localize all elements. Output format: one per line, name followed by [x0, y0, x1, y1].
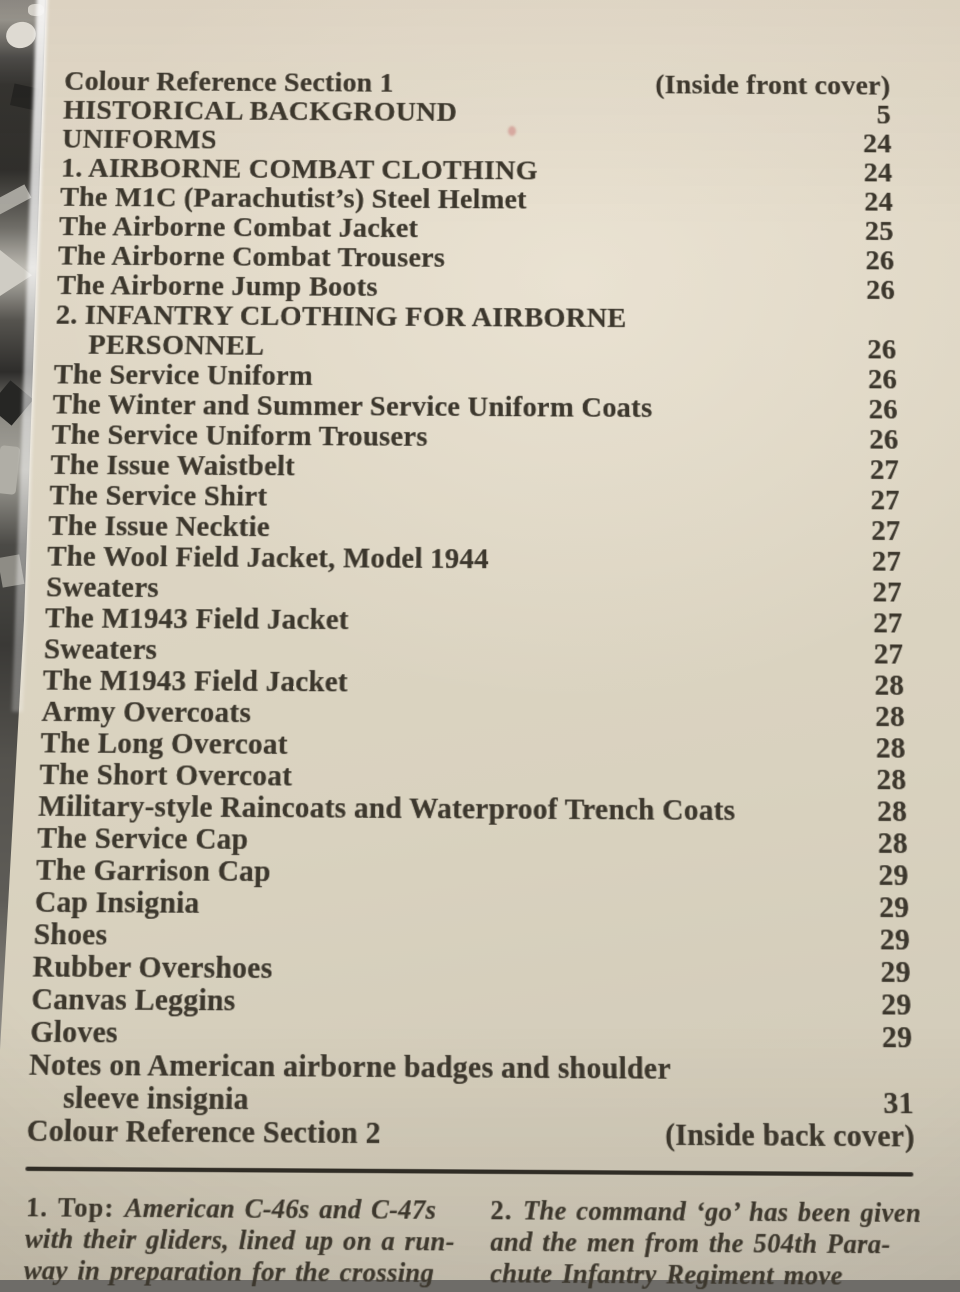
- toc-entry-page: 28: [874, 669, 905, 702]
- toc-entry: Canvas Leggins 29: [30, 982, 912, 1023]
- caption-2-number: 2.: [490, 1194, 513, 1226]
- toc-entry-label: The Airborne Combat Jacket: [58, 211, 419, 244]
- photo-fragment: [0, 184, 32, 215]
- toc-entry-page: 27: [871, 545, 902, 578]
- toc-entry-label: 1. AIRBORNE COMBAT CLOTHING: [60, 153, 538, 186]
- toc-entry-page: 5: [876, 100, 892, 130]
- toc-entry-page: 24: [862, 128, 892, 159]
- toc-entry-page: (Inside back cover): [664, 1118, 916, 1154]
- toc-entry-label: The Long Overcoat: [40, 726, 288, 762]
- caption-2: 2. The command ‘go’ has been given and th…: [490, 1194, 923, 1291]
- toc-entry-page: 25: [864, 216, 895, 247]
- toc-entry-label: Notes on American airborne badges and sh…: [28, 1048, 671, 1087]
- toc-entry-page: 27: [872, 607, 904, 640]
- toc-entry-page: 26: [869, 424, 899, 456]
- toc-entry: The Wool Field Jacket, Model 1944 27: [46, 540, 902, 578]
- horizontal-rule: [25, 1166, 914, 1177]
- toc-entry-label: The Garrison Cap: [35, 853, 272, 889]
- toc-entry-page: 29: [878, 891, 910, 925]
- caption-2-line-3: chute Infantry Regiment move: [490, 1257, 844, 1292]
- toc-entry-label: The Service Shirt: [48, 479, 268, 513]
- toc-entry-label: Sweaters: [43, 633, 158, 667]
- toc-entry-label: Gloves: [29, 1015, 119, 1050]
- paper-blemish: [508, 126, 516, 136]
- caption-1: 1. Top: American C-46s and C-47s with the…: [23, 1191, 455, 1288]
- toc-entry-page: 27: [873, 638, 904, 671]
- toc-entry-page: 26: [865, 275, 896, 306]
- toc-entry-label: Sweaters: [45, 571, 160, 605]
- toc-entry-page: 28: [876, 763, 907, 797]
- toc-entry-label: UNIFORMS: [61, 124, 218, 155]
- toc-entry-page: 24: [864, 186, 894, 218]
- toc-entry-page: 26: [868, 394, 899, 426]
- toc-entry-page: 29: [880, 955, 912, 990]
- toc-entry-label: The Winter and Summer Service Uniform Co…: [52, 389, 653, 424]
- toc-entry-page: 26: [867, 364, 898, 396]
- toc-entry-label: The Airborne Jump Boots: [56, 270, 378, 303]
- toc-entry-label: The Airborne Combat Trousers: [57, 240, 446, 274]
- toc-entry-label: The Service Uniform: [53, 359, 314, 392]
- toc-entry-page: 28: [876, 795, 908, 829]
- toc-entry-label: The Wool Field Jacket, Model 1944: [46, 540, 489, 576]
- page-content: Colour Reference Section 1 (Inside front…: [15, 23, 929, 1292]
- toc-entry-label: Army Overcoats: [41, 695, 252, 730]
- toc-entry-page: 27: [870, 484, 901, 517]
- toc-entry-page: 28: [877, 827, 909, 861]
- caption-2-line-1: 2. The command ‘go’ has been given: [490, 1194, 921, 1228]
- photo-fragment: [0, 445, 21, 495]
- toc-entry-label: The Service Uniform Trousers: [51, 419, 428, 453]
- toc-entry-label: Cap Insignia: [34, 885, 200, 921]
- toc-entry-label: The Issue Necktie: [47, 510, 271, 544]
- table-of-contents: Colour Reference Section 1 (Inside front…: [26, 66, 916, 1154]
- toc-entry-label: PERSONNEL: [87, 329, 265, 362]
- caption-1-text: American C-46s and C-47s: [124, 1192, 437, 1226]
- toc-entry: The M1943 Field Jacket 27: [44, 602, 904, 640]
- toc-entry-page: 28: [874, 700, 906, 734]
- toc-entry-page: 24: [863, 157, 893, 189]
- toc-entry-page: 26: [865, 245, 895, 277]
- caption-1-line-3: way in preparation for the crossing: [23, 1254, 435, 1289]
- toc-entry-page: 26: [867, 334, 897, 366]
- caption-1-number: 1. Top:: [25, 1191, 115, 1224]
- caption-1-line-2: with their gliders, lined up on a run-: [24, 1222, 455, 1258]
- photo-fragment: [3, 18, 39, 52]
- toc-entry-label: Colour Reference Section 2: [26, 1114, 382, 1151]
- toc-entry-page: 28: [875, 732, 907, 765]
- toc-entry-label: The M1943 Field Jacket: [44, 602, 350, 637]
- photo-captions: 1. Top: American C-46s and C-47s with the…: [21, 1191, 921, 1291]
- toc-entry-page: 31: [883, 1086, 915, 1121]
- toc-entry-page: 29: [881, 1020, 913, 1055]
- toc-entry-label: The M1943 Field Jacket: [42, 664, 349, 699]
- toc-entry-label: 2. INFANTRY CLOTHING FOR AIRBORNE: [55, 299, 627, 334]
- toc-entry-label: Canvas Leggins: [30, 982, 236, 1018]
- toc-entry-page: (Inside front cover): [655, 70, 891, 102]
- toc-entry-label: The Service Cap: [36, 821, 249, 857]
- toc-entry-label: Shoes: [33, 918, 108, 952]
- toc-entry-page: 27: [870, 515, 901, 547]
- toc-entry-label: Rubber Overshoes: [32, 950, 273, 986]
- toc-entry-label: HISTORICAL BACKGROUND: [62, 95, 458, 128]
- toc-entry-page: 27: [869, 454, 900, 486]
- caption-1-line-1: 1. Top: American C-46s and C-47s: [26, 1191, 456, 1225]
- toc-entry: Cap Insignia 29: [34, 885, 910, 925]
- toc-entry-label: The M1C (Parachutist’s) Steel Helmet: [59, 182, 527, 216]
- toc-entry-page: 29: [878, 859, 909, 893]
- toc-entry-page: 29: [879, 923, 911, 957]
- caption-2-text: The command ‘go’ has been given: [522, 1194, 922, 1229]
- caption-2-line-2: and the men from the 504th Para-: [490, 1225, 891, 1260]
- toc-entry-page: 27: [872, 576, 903, 609]
- toc-entry-label: The Issue Waistbelt: [49, 449, 296, 483]
- toc-entry-label: Colour Reference Section 1: [63, 66, 394, 99]
- toc-entry-label: The Short Overcoat: [38, 758, 293, 793]
- toc-entry-label: sleeve insignia: [62, 1081, 250, 1117]
- toc-entry: Colour Reference Section 2 (Inside back …: [26, 1114, 916, 1154]
- toc-entry-page: 29: [880, 988, 912, 1023]
